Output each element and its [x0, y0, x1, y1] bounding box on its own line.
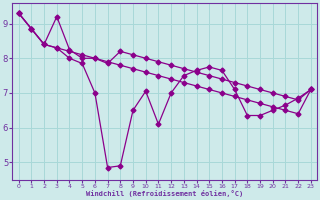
X-axis label: Windchill (Refroidissement éolien,°C): Windchill (Refroidissement éolien,°C)	[86, 190, 244, 197]
